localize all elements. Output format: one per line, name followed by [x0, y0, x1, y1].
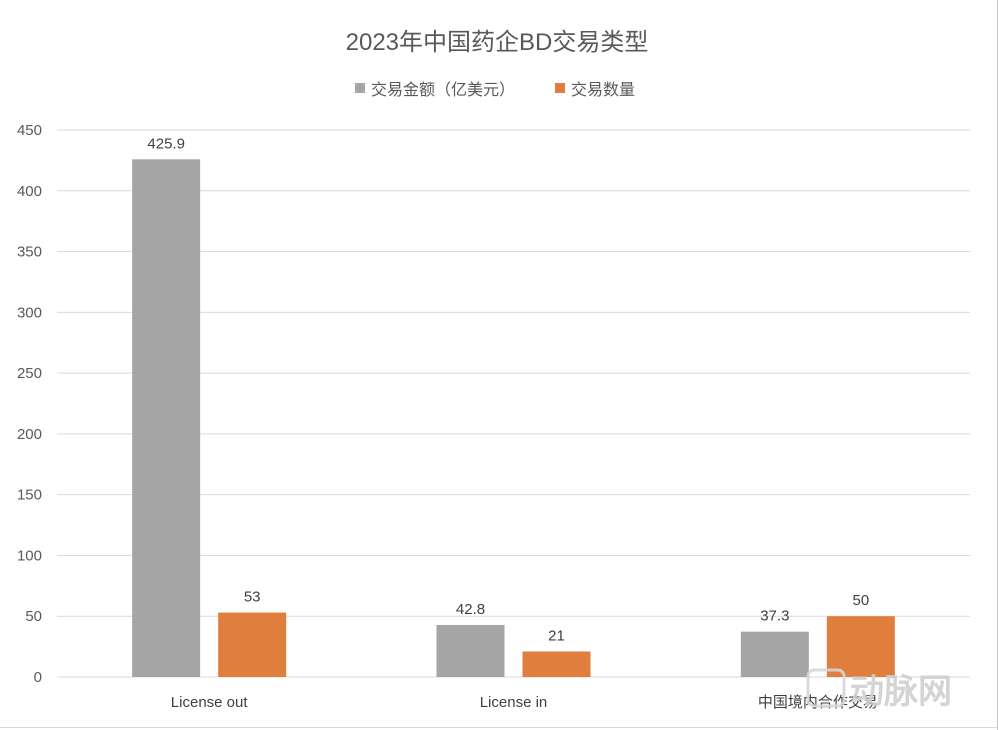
data-label: 53 — [244, 589, 261, 606]
y-tick-label: 200 — [17, 426, 42, 443]
y-tick-label: 350 — [17, 244, 42, 261]
data-label: 42.8 — [456, 601, 485, 618]
gridlines — [57, 129, 970, 678]
bar-amount — [436, 624, 505, 677]
data-labels: 425.9 53 42.8 21 37.3 50 — [147, 135, 869, 644]
bars — [132, 159, 895, 677]
y-axis-ticks: 0 50 100 150 200 250 300 350 400 450 — [17, 122, 42, 686]
bar-amount — [132, 159, 201, 677]
x-category-label: License out — [171, 694, 249, 711]
legend-swatch-amount — [355, 83, 365, 93]
bar-count — [522, 651, 591, 677]
y-tick-label: 50 — [25, 608, 42, 625]
bar-count — [826, 616, 895, 677]
chart-title: 2023年中国药企BD交易类型 — [346, 29, 649, 56]
data-label: 425.9 — [147, 135, 185, 152]
legend-swatch-count — [555, 83, 565, 93]
legend-label-count: 交易数量 — [571, 81, 635, 99]
y-tick-label: 450 — [17, 122, 42, 139]
y-tick-label: 400 — [17, 183, 42, 200]
y-tick-label: 100 — [17, 547, 42, 564]
data-label: 50 — [852, 592, 869, 609]
bar-count — [218, 612, 287, 677]
watermark: 动脉网 — [806, 668, 952, 711]
x-category-label: 中国境内合作交易 — [758, 693, 878, 711]
watermark-text: 动脉网 — [850, 673, 952, 711]
y-tick-label: 150 — [17, 487, 42, 504]
y-tick-label: 300 — [17, 304, 42, 321]
logo-icon — [806, 668, 846, 708]
legend-label-amount: 交易金额（亿美元） — [371, 81, 515, 99]
frame-edge-bottom — [0, 727, 998, 728]
bar-amount — [740, 631, 809, 677]
legend: 交易金额（亿美元） 交易数量 — [355, 81, 635, 99]
data-label: 37.3 — [760, 608, 789, 625]
data-label: 21 — [548, 627, 565, 644]
x-axis-categories: License out License in 中国境内合作交易 — [171, 693, 878, 711]
y-tick-label: 250 — [17, 365, 42, 382]
y-tick-label: 0 — [34, 669, 42, 686]
x-category-label: License in — [480, 694, 548, 711]
